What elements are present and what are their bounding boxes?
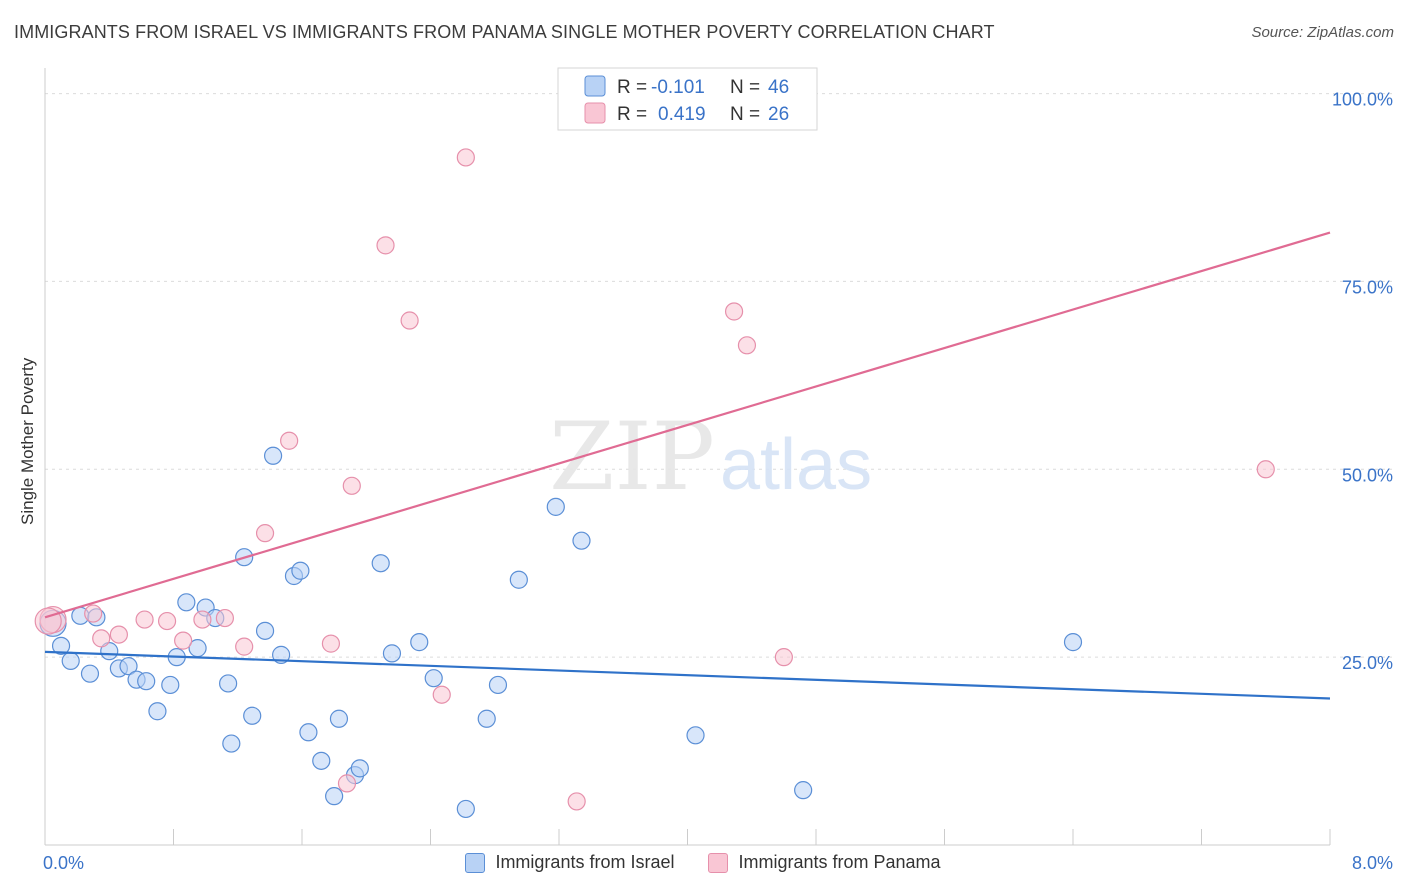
point-israel-11 [148,702,167,721]
point-israel-30 [329,709,349,728]
point-panama-11 [280,431,299,450]
legend-swatch-panama [584,102,606,124]
y-axis-label: Single Mother Poverty [18,357,37,525]
legend-box: R = -0.101 N = 46 R = 0.419 N = 26 [557,67,818,131]
point-israel-2 [61,651,80,671]
point-panama-5 [157,611,177,631]
legend-r-label-israel: R = [617,77,647,98]
point-israel-24 [272,645,291,664]
trend-line-israel [44,650,1331,700]
y-tick-label-0: 25.0% [1342,653,1393,673]
legend-swatch-israel [584,75,606,97]
point-israel-34 [382,644,402,663]
legend-label-panama: Immigrants from Panama [738,852,941,872]
series-israel-points [39,446,1083,819]
point-israel-22 [255,621,275,640]
point-panama-2 [92,629,111,648]
legend-n-value-panama: 26 [768,104,789,125]
point-israel-21 [243,706,262,725]
point-panama-4 [135,610,154,629]
x-tick-label-0: 0.0% [43,853,84,873]
y-tick-label-1: 50.0% [1342,465,1393,485]
point-israel-4 [80,664,100,683]
trend-lines [44,231,1331,700]
legend-n-label-israel: N = [730,77,760,98]
point-israel-27 [299,723,318,742]
series-legend: Immigrants from Israel Immigrants from P… [0,852,1406,873]
point-panama-15 [376,236,395,255]
point-israel-14 [177,593,196,612]
legend-swatch-panama [708,852,729,873]
point-panama-10 [255,524,275,543]
point-israel-26 [291,561,310,580]
point-israel-37 [456,799,475,819]
point-panama-6 [174,631,193,650]
point-panama-22 [737,336,757,355]
point-israel-45 [1063,633,1083,652]
y-tick-label-2: 75.0% [1342,277,1393,297]
trend-line-panama [44,231,1331,619]
legend-item-panama: Immigrants from Panama [708,852,941,873]
legend-n-label-panama: N = [730,104,760,125]
point-panama-12 [321,634,341,653]
x-tick-label-1: 8.0% [1352,853,1393,873]
legend-n-value-israel: 46 [768,77,789,98]
point-panama-3 [109,625,128,644]
source-credit: Source: ZipAtlas.com [1251,24,1394,41]
y-tick-label-3: 100.0% [1332,90,1393,110]
point-israel-36 [424,669,443,688]
point-israel-19 [222,734,241,753]
point-israel-10 [137,672,156,691]
point-israel-43 [686,726,705,745]
watermark: ZIP atlas [549,403,872,512]
point-israel-8 [119,657,138,676]
point-israel-44 [794,781,813,800]
legend-item-israel: Immigrants from Israel [465,852,674,873]
point-israel-23 [263,446,283,465]
point-israel-33 [371,554,390,573]
legend-swatch-israel [465,852,486,873]
point-panama-23 [774,648,793,667]
tick-labels: 25.0% 50.0% 75.0% 100.0% 0.0% 8.0% [43,90,1393,873]
series-panama-points [34,84,1275,811]
chart-title: IMMIGRANTS FROM ISRAEL VS IMMIGRANTS FRO… [14,22,995,42]
point-panama-9 [235,637,254,656]
point-panama-1 [84,604,103,623]
point-israel-32 [350,759,369,778]
watermark-atlas: atlas [720,425,872,505]
legend-r-value-israel: -0.101 [651,77,705,98]
point-panama-24 [1256,460,1275,479]
legend-r-label-panama: R = [617,104,647,125]
gridlines [45,93,1392,658]
point-israel-38 [477,709,496,728]
legend-r-value-panama: 0.419 [658,104,706,125]
point-panama-7 [193,610,212,629]
point-israel-1 [51,636,71,655]
point-panama-17 [432,685,451,704]
point-israel-40 [509,570,528,589]
point-israel-39 [488,675,508,695]
point-panama-16 [400,311,419,330]
point-panama-19 [567,792,586,811]
watermark-zip: ZIP [549,403,715,512]
axes [44,68,1331,846]
point-israel-28 [312,751,331,770]
point-panama-25 [34,607,62,635]
point-panama-18 [456,148,475,167]
point-panama-21 [724,302,744,321]
point-panama-14 [342,476,361,495]
point-panama-13 [337,774,357,793]
point-israel-29 [325,787,344,806]
point-israel-41 [546,497,565,516]
legend-label-israel: Immigrants from Israel [495,852,675,872]
point-israel-18 [219,674,238,693]
point-panama-8 [215,608,234,628]
point-israel-42 [572,531,591,550]
point-israel-35 [410,633,429,652]
point-israel-12 [161,675,180,695]
